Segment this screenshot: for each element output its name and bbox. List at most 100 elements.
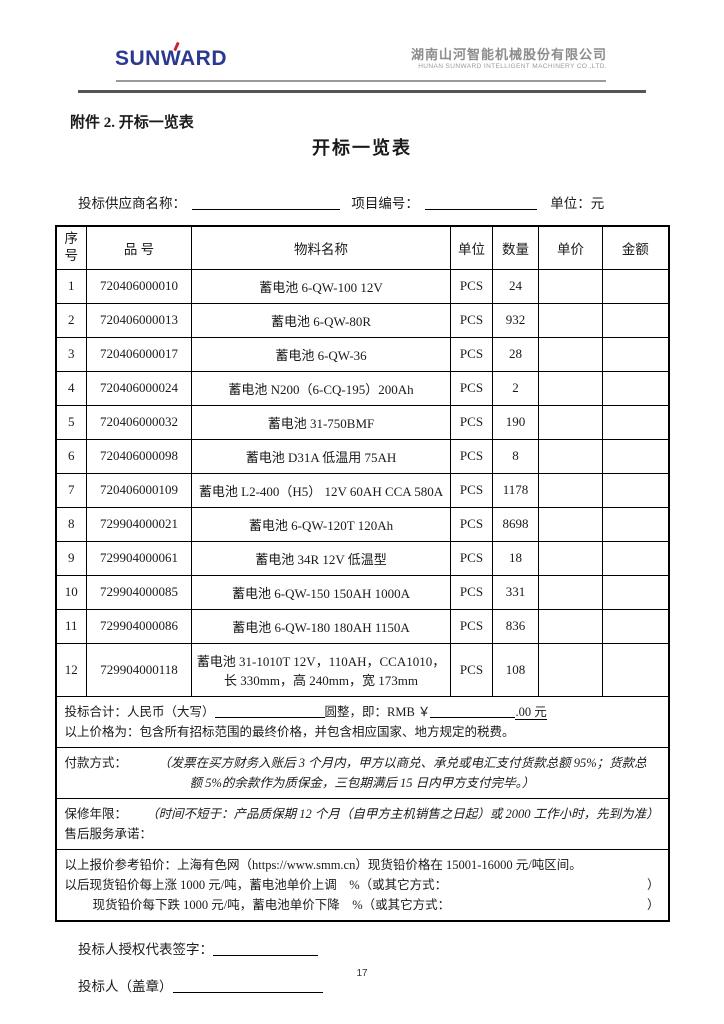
bid-total-suffix: .00 元 — [515, 704, 547, 720]
table-row: 11 729904000086 蓄电池 6-QW-180 180AH 1150A PC… — [55, 608, 669, 644]
row-seq: 1 — [55, 268, 87, 304]
lead-price-increase-line: 以后现货铅价每上涨 1000 元/吨，蓄电池单价上调 %（或其它方式： ） — [65, 875, 660, 895]
table-row: 6 720406000098 蓄电池 D31A 低温用 75AH PCS 8 — [55, 438, 669, 474]
payment-line-2: 额 5%的余款作为质保金，三包期满后 15 日内甲方支付完毕。） — [189, 775, 535, 790]
item-qty: 24 — [492, 268, 539, 304]
table-row: 8 729904000021 蓄电池 6-QW-120T 120Ah PCS 8698 — [55, 506, 669, 542]
item-unit-price — [538, 608, 603, 644]
col-header-amount: 金额 — [602, 225, 669, 270]
row-seq: 5 — [55, 404, 87, 440]
signature-block: 投标人授权代表签字： 投标人（盖章） — [78, 938, 724, 995]
authorized-signature-label: 投标人授权代表签字： — [78, 941, 213, 957]
col-header-item-code: 品 号 — [86, 225, 192, 270]
item-amount — [602, 540, 669, 576]
item-name: 蓄电池 D31A 低温用 75AH — [191, 438, 451, 474]
price-scope-note: 以上价格为：包含所有招标范围的最终价格，并包含相应国家、地方规定的税费。 — [64, 724, 515, 739]
item-code: 720406000024 — [86, 370, 192, 406]
item-unit: PCS — [450, 642, 493, 697]
item-name: 蓄电池 6-QW-150 150AH 1000A — [191, 574, 451, 610]
item-amount — [602, 438, 669, 474]
row-seq: 6 — [55, 438, 87, 474]
item-code: 729904000086 — [86, 608, 192, 644]
item-amount — [602, 608, 669, 644]
page-number: 17 — [356, 968, 368, 979]
item-unit: PCS — [450, 302, 493, 338]
col-header-quantity: 数量 — [492, 225, 539, 270]
table-row: 4 720406000024 蓄电池 N200（6-CQ-195）200Ah PCS 2 — [55, 370, 669, 406]
item-unit: PCS — [450, 472, 493, 508]
item-name: 蓄电池 6-QW-180 180AH 1150A — [191, 608, 451, 644]
authorized-signature-field[interactable] — [213, 942, 318, 956]
table-row: 9 729904000061 蓄电池 34R 12V 低温型 PCS 18 — [55, 540, 669, 576]
bid-total-label: 投标合计：人民币（大写） — [64, 704, 215, 719]
item-qty: 1178 — [492, 472, 539, 508]
after-sale-label: 售后服务承诺： — [64, 826, 153, 841]
warranty-line: 保修年限： （时间不短于：产品质保期 12 个月（自甲方主机销售之日起）或 20… — [65, 804, 660, 824]
lead-price-decrease-close: ） — [646, 897, 660, 912]
item-unit-price — [538, 438, 603, 474]
lead-price-increase-text: 以后现货铅价每上涨 1000 元/吨，蓄电池单价上调 %（或其它方式： — [64, 877, 448, 892]
item-unit: PCS — [450, 438, 493, 474]
unit-label: 单位：元 — [550, 196, 605, 211]
table-row: 12 729904000118 蓄电池 31-1010T 12V，110AH，CCA… — [55, 642, 669, 697]
item-unit-price — [538, 370, 603, 406]
letterhead-divider-thick — [78, 90, 646, 93]
item-code: 720406000032 — [86, 404, 192, 440]
lead-price-reference: 以上报价参考铅价：上海有色网（https://www.smm.cn）现货铅价格在… — [64, 857, 582, 872]
col-header-seq: 序号 — [55, 225, 87, 270]
supplier-name-field[interactable] — [192, 196, 340, 210]
item-unit-price — [538, 472, 603, 508]
item-name: 蓄电池 6-QW-100 12V — [191, 268, 451, 304]
item-amount — [602, 302, 669, 338]
item-qty: 331 — [492, 574, 539, 610]
table-row: 1 720406000010 蓄电池 6-QW-100 12V PCS 24 — [55, 268, 669, 304]
sunward-logo-text: SUNWARD — [115, 47, 227, 70]
authorized-signature-line: 投标人授权代表签字： — [78, 938, 724, 958]
project-number-field[interactable] — [424, 196, 537, 210]
table-row: 7 720406000109 蓄电池 L2-400（H5） 12V 60AH CCA… — [55, 472, 669, 508]
row-seq: 11 — [55, 608, 87, 644]
attachment-title: 附件 2. 开标一览表 — [70, 115, 194, 131]
item-name: 蓄电池 6-QW-80R — [191, 302, 451, 338]
row-seq: 2 — [55, 302, 87, 338]
item-amount — [602, 268, 669, 304]
col-header-unit: 单位 — [450, 225, 493, 270]
item-qty: 836 — [492, 608, 539, 644]
item-code: 729904000021 — [86, 506, 192, 542]
amount-in-words-field[interactable] — [214, 704, 325, 718]
item-unit: PCS — [450, 540, 493, 576]
row-seq: 4 — [55, 370, 87, 406]
items-body: 1 720406000010 蓄电池 6-QW-100 12V PCS 24 2 72040… — [55, 268, 669, 697]
table-row: 5 720406000032 蓄电池 31-750BMF PCS 190 — [55, 404, 669, 440]
item-unit-price — [538, 404, 603, 440]
table-row: 10 729904000085 蓄电池 6-QW-150 150AH 1000A PC… — [55, 574, 669, 610]
info-line: 投标供应商名称： 项目编号： 单位：元 — [78, 192, 724, 212]
item-name: 蓄电池 31-750BMF — [191, 404, 451, 440]
payment-terms-text: （发票在买方财务入账后 3 个月内，甲方以商兑、承兑或电汇支付货款总额 95%；… — [158, 755, 647, 770]
item-unit: PCS — [450, 506, 493, 542]
item-unit: PCS — [450, 404, 493, 440]
item-qty: 932 — [492, 302, 539, 338]
item-code: 720406000109 — [86, 472, 192, 508]
letterhead: SUNWARD 湖南山河智能机械股份有限公司 HUNAN SUNWARD INT… — [0, 41, 724, 76]
amount-in-figures-field[interactable] — [430, 704, 516, 718]
bid-total-mid: 圆整，即：RMB ￥ — [324, 704, 431, 719]
item-unit: PCS — [450, 268, 493, 304]
item-qty: 18 — [492, 540, 539, 576]
summary-row: 投标合计：人民币（大写） 圆整，即：RMB ￥ .00 元 以上价格为：包含所有招标… — [55, 695, 669, 748]
letterhead-divider-thin — [116, 80, 606, 82]
company-name-en: HUNAN SUNWARD INTELLIGENT MACHINERY CO.,… — [418, 62, 607, 70]
lead-price-decrease-text: 现货铅价每下跌 1000 元/吨，蓄电池单价下降 %（或其它方式： — [92, 897, 451, 912]
item-unit-price — [538, 506, 603, 542]
item-code: 720406000017 — [86, 336, 192, 372]
lead-price-decrease-line: 现货铅价每下跌 1000 元/吨，蓄电池单价下降 %（或其它方式： ） — [65, 895, 660, 915]
item-qty: 8698 — [492, 506, 539, 542]
item-unit-price — [538, 642, 603, 697]
supplier-name-label: 投标供应商名称： — [78, 196, 186, 211]
bidder-seal-field[interactable] — [172, 979, 323, 993]
row-seq: 9 — [55, 540, 87, 576]
row-seq: 3 — [55, 336, 87, 372]
item-name: 蓄电池 34R 12V 低温型 — [191, 540, 451, 576]
item-unit-price — [538, 268, 603, 304]
col-header-unit-price: 单价 — [538, 225, 603, 270]
